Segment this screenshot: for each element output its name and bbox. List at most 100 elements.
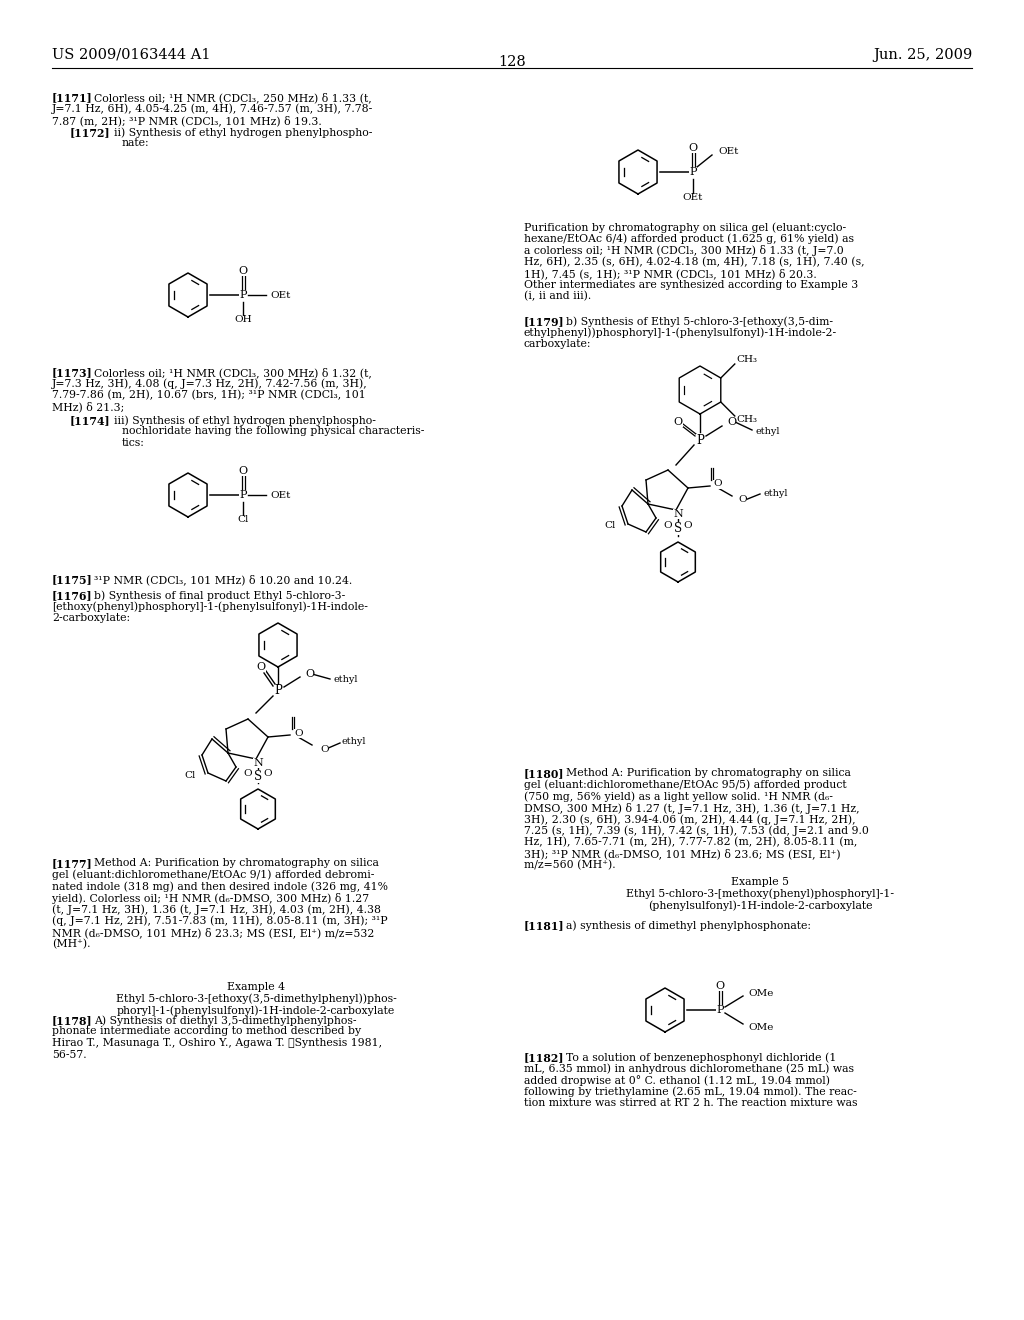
Text: (q, J=7.1 Hz, 2H), 7.51-7.83 (m, 11H), 8.05-8.11 (m, 3H); ³¹P: (q, J=7.1 Hz, 2H), 7.51-7.83 (m, 11H), 8… [52,916,388,927]
Text: O: O [264,770,272,779]
Text: ethyl: ethyl [756,428,780,437]
Text: Ethyl 5-chloro-3-[ethoxy(3,5-dimethylphenyl))phos-: Ethyl 5-chloro-3-[ethoxy(3,5-dimethylphe… [116,994,396,1005]
Text: 7.79-7.86 (m, 2H), 10.67 (brs, 1H); ³¹P NMR (CDCl₃, 101: 7.79-7.86 (m, 2H), 10.67 (brs, 1H); ³¹P … [52,389,366,400]
Text: Ethyl 5-chloro-3-[methoxy(phenyl)phosphoryl]-1-: Ethyl 5-chloro-3-[methoxy(phenyl)phospho… [626,888,894,899]
Text: added dropwise at 0° C. ethanol (1.12 mL, 19.04 mmol): added dropwise at 0° C. ethanol (1.12 mL… [524,1074,830,1086]
Text: Cl: Cl [184,771,196,780]
Text: b) Synthesis of Ethyl 5-chloro-3-[ethoxy(3,5-dim-: b) Synthesis of Ethyl 5-chloro-3-[ethoxy… [566,315,833,326]
Text: following by triethylamine (2.65 mL, 19.04 mmol). The reac-: following by triethylamine (2.65 mL, 19.… [524,1086,857,1097]
Text: [1175]: [1175] [52,574,93,585]
Text: Jun. 25, 2009: Jun. 25, 2009 [872,48,972,62]
Text: OMe: OMe [748,989,773,998]
Text: Colorless oil; ¹H NMR (CDCl₃, 250 MHz) δ 1.33 (t,: Colorless oil; ¹H NMR (CDCl₃, 250 MHz) δ… [94,92,372,103]
Text: 1H), 7.45 (s, 1H); ³¹P NMR (CDCl₃, 101 MHz) δ 20.3.: 1H), 7.45 (s, 1H); ³¹P NMR (CDCl₃, 101 M… [524,268,817,279]
Text: MHz) δ 21.3;: MHz) δ 21.3; [52,401,124,412]
Text: phonate intermediate according to method described by: phonate intermediate according to method… [52,1027,361,1036]
Text: N: N [253,758,263,768]
Text: carboxylate:: carboxylate: [524,339,592,348]
Text: NMR (d₆-DMSO, 101 MHz) δ 23.3; MS (ESI, El⁺) m/z=532: NMR (d₆-DMSO, 101 MHz) δ 23.3; MS (ESI, … [52,927,375,937]
Text: P: P [240,490,247,500]
Text: a) synthesis of dimethyl phenylphosphonate:: a) synthesis of dimethyl phenylphosphona… [566,920,811,931]
Text: 56-57.: 56-57. [52,1049,87,1060]
Text: ethylphenyl))phosphoryl]-1-(phenylsulfonyl)-1H-indole-2-: ethylphenyl))phosphoryl]-1-(phenylsulfon… [524,327,838,338]
Text: O: O [239,267,248,276]
Text: (MH⁺).: (MH⁺). [52,939,90,949]
Text: O: O [305,669,314,678]
Text: gel (eluant:dichloromethane/EtOAc 95/5) afforded product: gel (eluant:dichloromethane/EtOAc 95/5) … [524,780,847,791]
Text: Example 4: Example 4 [227,982,285,993]
Text: S: S [674,521,682,535]
Text: O: O [713,479,722,488]
Text: (750 mg, 56% yield) as a light yellow solid. ¹H NMR (d₆-: (750 mg, 56% yield) as a light yellow so… [524,791,833,801]
Text: [1174]: [1174] [70,414,111,426]
Text: phoryl]-1-(phenylsulfonyl)-1H-indole-2-carboxylate: phoryl]-1-(phenylsulfonyl)-1H-indole-2-c… [117,1005,395,1015]
Text: P: P [274,685,282,697]
Text: O: O [244,770,252,779]
Text: ethyl: ethyl [342,737,367,746]
Text: OEt: OEt [270,491,291,499]
Text: m/z=560 (MH⁺).: m/z=560 (MH⁺). [524,861,615,870]
Text: ii) Synthesis of ethyl hydrogen phenylphospho-: ii) Synthesis of ethyl hydrogen phenylph… [114,127,373,137]
Text: a colorless oil; ¹H NMR (CDCl₃, 300 MHz) δ 1.33 (t, J=7.0: a colorless oil; ¹H NMR (CDCl₃, 300 MHz)… [524,246,844,256]
Text: 2-carboxylate:: 2-carboxylate: [52,612,130,623]
Text: OEt: OEt [683,194,703,202]
Text: O: O [684,521,692,531]
Text: 7.87 (m, 2H); ³¹P NMR (CDCl₃, 101 MHz) δ 19.3.: 7.87 (m, 2H); ³¹P NMR (CDCl₃, 101 MHz) δ… [52,115,322,125]
Text: A) Synthesis of diethyl 3,5-dimethylphenylphos-: A) Synthesis of diethyl 3,5-dimethylphen… [94,1015,356,1026]
Text: Purification by chromatography on silica gel (eluant:cyclo-: Purification by chromatography on silica… [524,222,846,232]
Text: O: O [738,495,746,504]
Text: [1177]: [1177] [52,858,93,869]
Text: [1171]: [1171] [52,92,93,103]
Text: yield). Colorless oil; ¹H NMR (d₆-DMSO, 300 MHz) δ 1.27: yield). Colorless oil; ¹H NMR (d₆-DMSO, … [52,892,369,903]
Text: DMSO, 300 MHz) δ 1.27 (t, J=7.1 Hz, 3H), 1.36 (t, J=7.1 Hz,: DMSO, 300 MHz) δ 1.27 (t, J=7.1 Hz, 3H),… [524,803,859,813]
Text: P: P [696,433,703,446]
Text: J=7.1 Hz, 6H), 4.05-4.25 (m, 4H), 7.46-7.57 (m, 3H), 7.78-: J=7.1 Hz, 6H), 4.05-4.25 (m, 4H), 7.46-7… [52,103,374,114]
Text: iii) Synthesis of ethyl hydrogen phenylphospho-: iii) Synthesis of ethyl hydrogen phenylp… [114,414,376,425]
Text: O: O [319,744,329,754]
Text: OH: OH [234,315,252,325]
Text: Method A: Purification by chromatography on silica: Method A: Purification by chromatography… [94,858,379,869]
Text: To a solution of benzenephosphonyl dichloride (1: To a solution of benzenephosphonyl dichl… [566,1052,837,1063]
Text: hexane/EtOAc 6/4) afforded product (1.625 g, 61% yield) as: hexane/EtOAc 6/4) afforded product (1.62… [524,234,854,244]
Text: ethyl: ethyl [334,676,358,685]
Text: [1173]: [1173] [52,367,93,378]
Text: P: P [716,1005,724,1015]
Text: (t, J=7.1 Hz, 3H), 1.36 (t, J=7.1 Hz, 3H), 4.03 (m, 2H), 4.38: (t, J=7.1 Hz, 3H), 1.36 (t, J=7.1 Hz, 3H… [52,904,381,915]
Text: [1178]: [1178] [52,1015,92,1026]
Text: CH₃: CH₃ [737,416,758,425]
Text: mL, 6.35 mmol) in anhydrous dichloromethane (25 mL) was: mL, 6.35 mmol) in anhydrous dichlorometh… [524,1064,854,1074]
Text: 3H); ³¹P NMR (d₆-DMSO, 101 MHz) δ 23.6; MS (ESI, El⁺): 3H); ³¹P NMR (d₆-DMSO, 101 MHz) δ 23.6; … [524,849,841,859]
Text: Cl: Cl [238,516,249,524]
Text: J=7.3 Hz, 3H), 4.08 (q, J=7.3 Hz, 2H), 7.42-7.56 (m, 3H),: J=7.3 Hz, 3H), 4.08 (q, J=7.3 Hz, 2H), 7… [52,379,368,389]
Text: P: P [240,290,247,300]
Text: [1172]: [1172] [70,127,111,139]
Text: S: S [254,770,262,783]
Text: tics:: tics: [122,438,144,447]
Text: Other intermediates are synthesized according to Example 3: Other intermediates are synthesized acco… [524,280,858,289]
Text: OEt: OEt [270,290,291,300]
Text: tion mixture was stirred at RT 2 h. The reaction mixture was: tion mixture was stirred at RT 2 h. The … [524,1098,857,1107]
Text: Hz, 6H), 2.35 (s, 6H), 4.02-4.18 (m, 4H), 7.18 (s, 1H), 7.40 (s,: Hz, 6H), 2.35 (s, 6H), 4.02-4.18 (m, 4H)… [524,256,864,267]
Text: O: O [727,417,736,426]
Text: Method A: Purification by chromatography on silica: Method A: Purification by chromatography… [566,768,851,777]
Text: (phenylsulfonyl)-1H-indole-2-carboxylate: (phenylsulfonyl)-1H-indole-2-carboxylate [648,900,872,911]
Text: nated indole (318 mg) and then desired indole (326 mg, 41%: nated indole (318 mg) and then desired i… [52,880,388,891]
Text: [1182]: [1182] [524,1052,564,1063]
Text: US 2009/0163444 A1: US 2009/0163444 A1 [52,48,211,62]
Text: 7.25 (s, 1H), 7.39 (s, 1H), 7.42 (s, 1H), 7.53 (dd, J=2.1 and 9.0: 7.25 (s, 1H), 7.39 (s, 1H), 7.42 (s, 1H)… [524,825,869,836]
Text: b) Synthesis of final product Ethyl 5-chloro-3-: b) Synthesis of final product Ethyl 5-ch… [94,590,345,601]
Text: Cl: Cl [604,521,616,531]
Text: OEt: OEt [718,147,738,156]
Text: 3H), 2.30 (s, 6H), 3.94-4.06 (m, 2H), 4.44 (q, J=7.1 Hz, 2H),: 3H), 2.30 (s, 6H), 3.94-4.06 (m, 2H), 4.… [524,814,856,825]
Text: O: O [294,729,303,738]
Text: [1181]: [1181] [524,920,564,931]
Text: O: O [239,466,248,477]
Text: ³¹P NMR (CDCl₃, 101 MHz) δ 10.20 and 10.24.: ³¹P NMR (CDCl₃, 101 MHz) δ 10.20 and 10.… [94,574,352,585]
Text: O: O [674,417,683,426]
Text: Hirao T., Masunaga T., Oshiro Y., Agawa T.  Synthesis 1981,: Hirao T., Masunaga T., Oshiro Y., Agawa … [52,1038,382,1048]
Text: O: O [664,521,673,531]
Text: Colorless oil; ¹H NMR (CDCl₃, 300 MHz) δ 1.32 (t,: Colorless oil; ¹H NMR (CDCl₃, 300 MHz) δ… [94,367,372,378]
Text: [1180]: [1180] [524,768,564,779]
Text: O: O [688,143,697,153]
Text: O: O [256,663,265,672]
